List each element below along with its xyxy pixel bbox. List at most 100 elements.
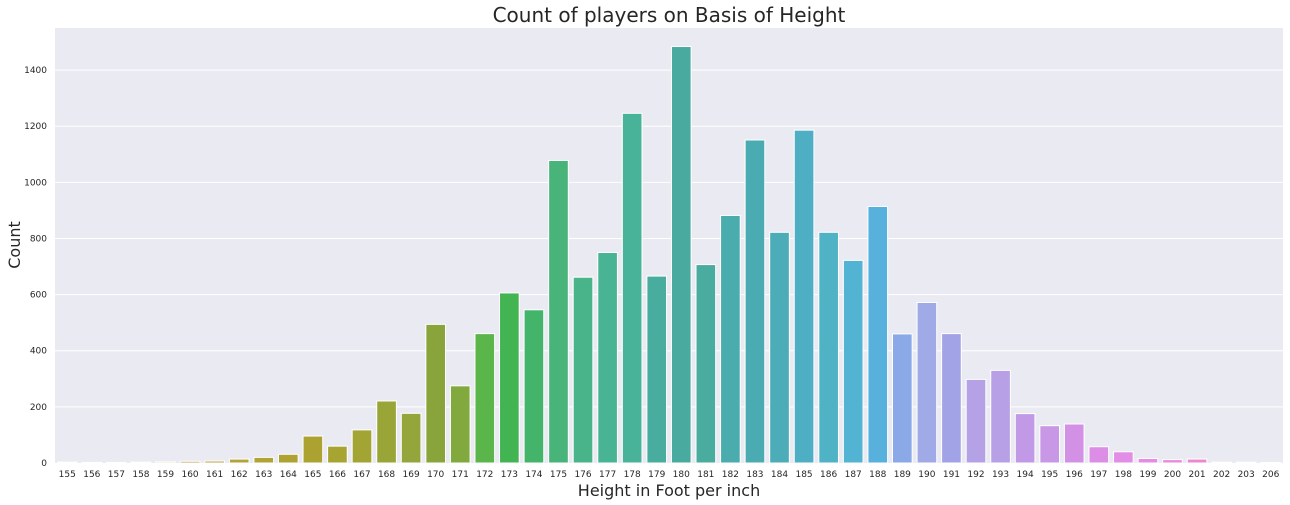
x-tick-label: 180 — [673, 470, 690, 480]
bar-192 — [965, 378, 987, 464]
y-axis-label: Count — [5, 221, 24, 269]
bar-181 — [695, 264, 717, 464]
x-tick-label: 196 — [1066, 470, 1083, 480]
x-tick-label: 195 — [1041, 470, 1058, 480]
x-tick-label: 190 — [918, 470, 935, 480]
x-tick-label: 176 — [574, 470, 591, 480]
bar-170 — [425, 323, 447, 464]
bar-162 — [228, 458, 250, 464]
bar-164 — [277, 453, 299, 464]
bar-177 — [597, 252, 618, 464]
x-tick-label: 168 — [378, 470, 395, 480]
x-tick-label: 165 — [304, 470, 321, 480]
bar-186 — [818, 231, 839, 464]
bars — [56, 46, 1282, 464]
x-tick-label: 178 — [624, 470, 641, 480]
y-tick-label: 800 — [30, 234, 47, 244]
bar-206 — [1260, 461, 1282, 464]
x-tick-label: 172 — [476, 470, 493, 480]
x-tick-label: 166 — [329, 470, 346, 480]
bar-171 — [449, 385, 471, 464]
bar-158 — [130, 461, 152, 464]
bar-202 — [1211, 461, 1232, 464]
x-axis-label: Height in Foot per inch — [578, 481, 760, 500]
x-tick-label: 182 — [722, 470, 739, 480]
x-tick-label: 183 — [746, 470, 763, 480]
bar-182 — [720, 214, 741, 464]
chart-title: Count of players on Basis of Height — [493, 3, 846, 27]
x-tick-label: 181 — [697, 470, 714, 480]
bar-183 — [744, 139, 766, 464]
y-tick-label: 0 — [41, 459, 47, 469]
bar-163 — [253, 456, 275, 464]
x-tick-label: 202 — [1213, 470, 1230, 480]
bar-160 — [179, 460, 201, 464]
gridlines — [55, 69, 1283, 408]
x-tick-label: 157 — [108, 470, 125, 480]
bar-157 — [106, 461, 127, 464]
x-tick-label: 188 — [869, 470, 886, 480]
x-tick-label: 173 — [501, 470, 518, 480]
bar-200 — [1162, 459, 1183, 464]
bar-169 — [400, 412, 422, 464]
x-tick-label: 201 — [1188, 470, 1205, 480]
x-tick-label: 174 — [525, 470, 542, 480]
x-tick-label: 156 — [83, 470, 100, 480]
bar-167 — [351, 429, 373, 464]
x-tick-label: 185 — [795, 470, 812, 480]
x-tick-label: 163 — [255, 470, 272, 480]
x-tick-label: 194 — [1017, 470, 1034, 480]
bar-178 — [621, 112, 643, 464]
x-tick-label: 161 — [206, 470, 223, 480]
x-tick-label: 189 — [894, 470, 911, 480]
bar-193 — [990, 369, 1011, 464]
x-tick-label: 159 — [157, 470, 174, 480]
bar-176 — [572, 276, 594, 464]
bar-197 — [1088, 446, 1110, 464]
x-tick-label: 175 — [550, 470, 567, 480]
bar-161 — [204, 460, 225, 464]
x-tick-label: 162 — [231, 470, 248, 480]
x-tick-label: 164 — [280, 470, 297, 480]
x-tick-label: 167 — [353, 470, 370, 480]
bar-165 — [302, 435, 324, 464]
bar-196 — [1063, 423, 1085, 464]
y-tick-label: 600 — [30, 291, 47, 301]
plot-area — [55, 28, 1283, 463]
x-tick-label: 169 — [403, 470, 420, 480]
bar-199 — [1137, 458, 1159, 464]
x-tick-labels: 155 156 157 158 159 160 161 162 163 164 165 166 167 1… — [59, 470, 1280, 480]
x-tick-label: 200 — [1164, 470, 1181, 480]
x-tick-label: 198 — [1115, 470, 1132, 480]
y-tick-label: 1000 — [24, 178, 47, 188]
bar-198 — [1113, 451, 1134, 464]
bar-168 — [376, 400, 397, 464]
bar-191 — [941, 333, 962, 464]
bar-194 — [1014, 413, 1036, 464]
bar-156 — [81, 461, 103, 464]
bar-203 — [1235, 461, 1257, 464]
x-tick-label: 184 — [771, 470, 788, 480]
x-tick-label: 177 — [599, 470, 616, 480]
x-tick-label: 192 — [967, 470, 984, 480]
bar-185 — [793, 129, 815, 464]
y-tick-label: 1400 — [24, 66, 47, 76]
bar-179 — [646, 275, 668, 464]
y-tick-label: 200 — [30, 403, 47, 413]
x-tick-label: 186 — [820, 470, 837, 480]
x-tick-label: 203 — [1238, 470, 1255, 480]
x-tick-label: 158 — [132, 470, 149, 480]
y-tick-labels: 0 200 400 600 800 1000 1200 1400 — [24, 66, 47, 469]
x-tick-label: 199 — [1139, 470, 1156, 480]
bar-166 — [327, 445, 348, 464]
bar-175 — [548, 159, 569, 464]
x-tick-label: 191 — [943, 470, 960, 480]
bar-174 — [523, 309, 545, 464]
bar-184 — [769, 231, 790, 464]
bar-155 — [56, 461, 78, 464]
x-tick-label: 155 — [59, 470, 76, 480]
bar-173 — [499, 292, 520, 464]
bar-180 — [670, 46, 692, 464]
bar-188 — [867, 205, 889, 464]
